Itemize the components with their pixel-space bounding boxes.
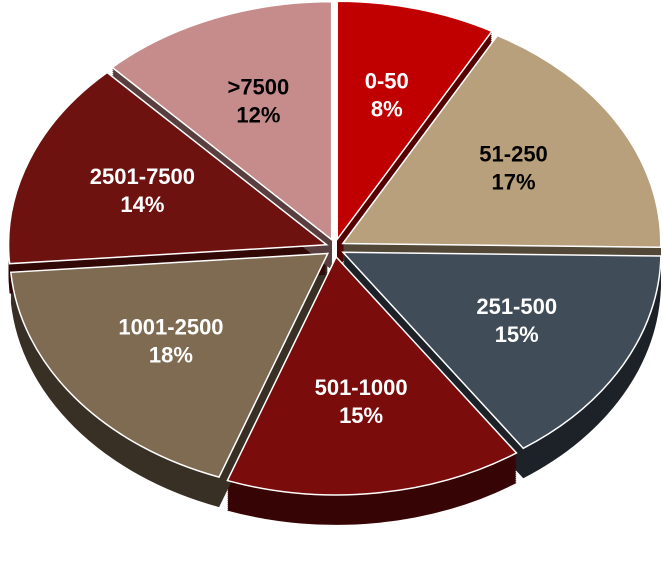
slice-value-label: 14% <box>120 192 164 217</box>
slice <box>341 251 662 450</box>
slice-label: 0-50 <box>365 68 409 93</box>
slice-value-label: 15% <box>339 403 383 428</box>
slice-label: 501-1000 <box>315 375 408 400</box>
slice <box>336 0 494 242</box>
slice-label: >7500 <box>227 74 289 99</box>
slice-value-label: 15% <box>495 322 539 347</box>
slice-label: 51-250 <box>479 142 548 167</box>
slice-value-label: 12% <box>236 102 280 127</box>
slice <box>10 252 330 478</box>
slice-label: 2501-7500 <box>90 164 195 189</box>
slice-value-label: 17% <box>492 170 536 195</box>
slice-label: 1001-2500 <box>118 315 223 340</box>
slice <box>226 255 518 496</box>
slice <box>7 71 329 265</box>
slice <box>341 34 662 249</box>
slice-value-label: 18% <box>149 343 193 368</box>
slice <box>110 0 333 242</box>
slice-label: 251-500 <box>476 294 557 319</box>
slice-value-label: 8% <box>371 96 403 121</box>
